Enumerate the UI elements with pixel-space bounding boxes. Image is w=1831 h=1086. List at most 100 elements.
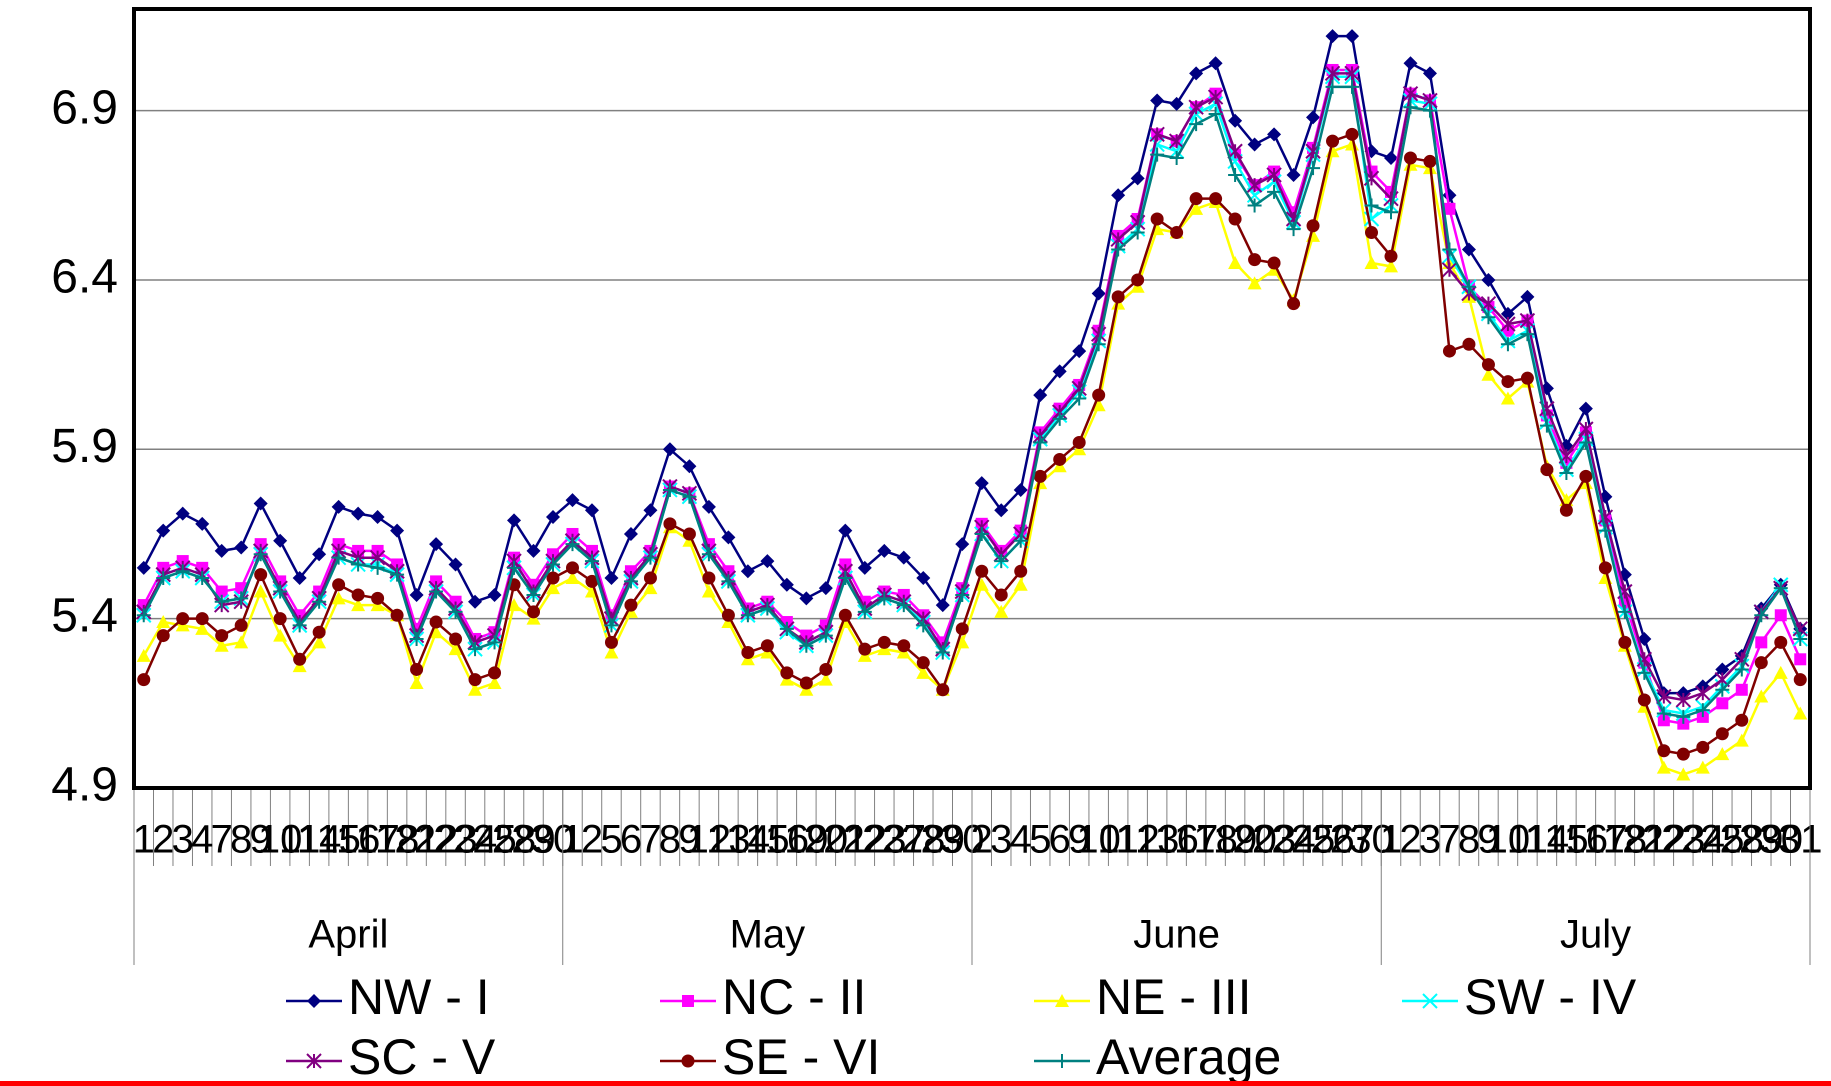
marker [137,673,151,687]
x-tick-label: 12 [687,818,732,862]
marker [307,994,321,1008]
marker [1325,79,1340,94]
x-tick-label: 5 [1029,818,1051,862]
marker [623,574,638,589]
x-tick-label: 24 [453,818,498,862]
marker [1228,167,1243,182]
marker [994,503,1009,518]
marker [935,598,950,613]
plot-border [132,7,1812,790]
marker [1520,327,1535,342]
marker [858,642,872,656]
marker [1734,662,1749,677]
legend-label: NC - II [722,969,866,1025]
marker [468,682,483,696]
marker [1209,192,1223,206]
x-tick-label: 3 [1419,818,1441,862]
marker [936,683,950,697]
x-tick-label: 16 [1564,818,1609,862]
marker [643,550,658,565]
x-tick-label: 14 [297,818,342,862]
marker [409,631,424,646]
marker [1286,222,1301,237]
marker [1676,767,1691,781]
marker [195,516,210,531]
marker [1364,198,1379,213]
x-tick-label: 28 [901,818,946,862]
marker [1013,577,1028,591]
x-tick-label: 23 [1252,818,1297,862]
marker [195,571,210,586]
marker [1306,161,1321,176]
marker [370,510,385,525]
marker [1715,662,1730,677]
marker [429,615,443,629]
marker [331,499,346,514]
marker [1072,391,1087,406]
marker [253,547,268,562]
series-line [142,72,1802,702]
marker [1442,242,1457,257]
marker [292,571,307,586]
marker [1637,693,1651,707]
marker [1130,225,1145,240]
x-tick-label: 17 [355,818,400,862]
marker [1111,188,1126,203]
marker [1715,747,1730,761]
marker [254,568,268,582]
marker [1617,604,1632,619]
marker [1208,56,1223,71]
marker [701,547,716,562]
marker [1306,219,1320,233]
marker [156,523,171,538]
marker [818,581,833,596]
x-tick-label: 16 [1154,818,1199,862]
marker [527,605,541,619]
marker [955,587,970,602]
marker [760,554,775,569]
marker [1735,713,1749,727]
x-tick-label: 6 [620,818,642,862]
marker [351,588,365,602]
x-tick-label: 3 [990,818,1012,862]
marker [448,642,463,656]
x-tick-label: 25 [472,818,517,862]
x-tick-label: 10 [258,818,303,862]
x-tick-label: 15 [745,818,790,862]
marker [1773,581,1788,596]
marker [662,442,677,457]
marker [1735,683,1748,696]
x-tick-label: 25 [1291,818,1336,862]
x-tick-label: 16 [765,818,810,862]
marker [1091,398,1106,412]
marker [1403,151,1417,165]
marker [1695,685,1711,701]
x-tick-label: 26 [1310,818,1355,862]
marker [370,560,385,575]
x-tick-label: 22 [414,818,459,862]
marker [306,1053,322,1069]
marker [857,560,872,575]
x-tick-label: 14 [726,818,771,862]
x-tick-label: 3 [172,818,194,862]
marker [857,604,872,619]
x-tick-label: 10 [1076,818,1121,862]
y-tick-label: 4.9 [51,759,118,812]
marker [818,672,833,686]
marker [1676,709,1691,724]
marker [1055,1054,1069,1068]
marker [312,594,327,609]
x-tick-label: 11 [279,818,321,862]
marker [877,543,892,558]
x-tick-label: 14 [1525,818,1570,862]
marker [1734,733,1749,747]
legend-item: SW - IV [1402,969,1637,1025]
marker [215,629,229,643]
marker [682,459,697,474]
series [137,127,1807,761]
legend-label: NE - III [1096,969,1252,1025]
marker [1033,435,1048,450]
marker [1500,391,1515,405]
